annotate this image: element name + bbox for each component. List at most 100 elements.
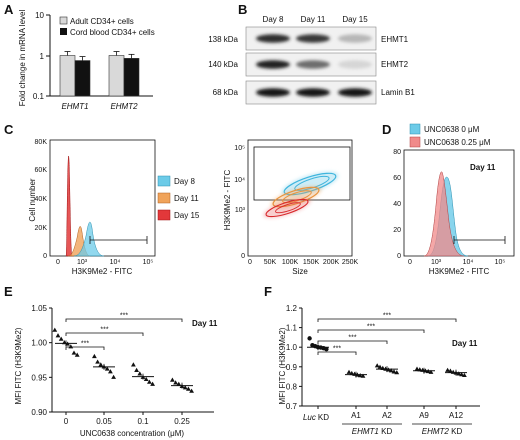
ehmt2-kd-suffix: KD — [449, 427, 463, 436]
panel-c-scatter-xtick-label: 100K — [282, 259, 299, 266]
panel-f-sig-bracket — [317, 318, 457, 322]
panel-f-point — [445, 367, 450, 372]
bar-ehmt2-series-1 — [123, 58, 140, 97]
panel-d-ytick-label: 20 — [393, 227, 401, 234]
panel-e-point — [130, 362, 136, 367]
ehmt1-label: EHMT1 — [352, 427, 379, 436]
panel-f-sig-stars: *** — [383, 313, 391, 320]
panel-e-sig-stars: *** — [120, 313, 128, 320]
panel-e-ytick-label: 0.90 — [31, 408, 47, 417]
panel-c-xtick-label: 10⁴ — [110, 259, 121, 266]
panel-f-ytick-label: 1.0 — [286, 343, 298, 352]
panel-c-scatter-ytick-label: 10³ — [235, 207, 246, 214]
panel-e-points — [52, 327, 194, 393]
panel-f-sig-stars: *** — [348, 335, 356, 342]
panel-f-axes: 1.2 1.1 1.0 0.9 0.8 0.7 A1 A2 A9 A12 — [286, 304, 480, 420]
panel-d-xtick-label: 0 — [408, 259, 412, 266]
panel-a-xtick-ehmt1: EHMT1 — [61, 102, 88, 111]
panel-e-point — [95, 359, 100, 364]
ehmt1-kd-suffix: KD — [379, 427, 393, 436]
panel-e-point — [185, 386, 191, 391]
panel-e-point — [134, 367, 139, 372]
bar-ehmt1-series-1 — [74, 60, 91, 97]
panel-f-point — [414, 366, 420, 371]
panel-f-ytick-label: 0.8 — [286, 382, 298, 391]
panel-f-points — [307, 336, 467, 378]
panel-f-point — [307, 336, 312, 341]
panel-f-point — [324, 346, 329, 352]
panel-b-kda-ehmt2: 140 kDa — [208, 60, 238, 69]
panel-f: F MFI FITC (H3K9Me2) 1.2 1.1 1.0 0.9 0.8 0.7 A… — [264, 284, 480, 436]
legend-day15: Day 15 — [174, 211, 200, 220]
panel-f-significance: *** *** *** *** — [317, 313, 457, 355]
panel-b-protein-laminb1: Lamin B1 — [381, 88, 415, 97]
panel-f-sig-bracket — [317, 329, 425, 333]
panel-d-letter: D — [382, 122, 391, 137]
panel-d-xlabel: H3K9Me2 - FITC — [429, 267, 490, 276]
panel-f-ytick-label: 1.1 — [286, 324, 298, 333]
band-ehmt2-day11 — [296, 60, 330, 69]
panel-e-point — [169, 377, 175, 382]
panel-a-ytick-label: 1 — [40, 52, 45, 61]
panel-f-sig-bracket — [317, 351, 357, 355]
panel-b-letter: B — [238, 2, 247, 17]
panel-c-ytick-label: 40K — [35, 196, 48, 203]
panel-c-scatter-xtick-label: 0 — [248, 259, 252, 266]
panel-e-point — [143, 376, 149, 382]
panel-f-point — [462, 372, 467, 378]
band-ehmt1-day11 — [296, 34, 330, 43]
band-laminb1-day15 — [338, 88, 372, 97]
panel-c-scatter-frame — [247, 139, 353, 257]
panel-f-point — [394, 370, 400, 375]
panel-f-point — [349, 370, 355, 376]
panel-b: B Day 8 Day 11 Day 15 138 kDa 140 kDa 68… — [208, 2, 415, 105]
panel-e-axes: 1.05 1.00 0.95 0.90 0 0.05 0.1 0.25 — [31, 304, 214, 426]
panel-b-col-day11: Day 11 — [301, 15, 326, 24]
panel-e-ylabel: MFI FITC (H3K9Me2) — [14, 327, 23, 404]
panel-d: D UNC0638 0 μM UNC0638 0.25 μM Day 11 80… — [382, 122, 515, 276]
panel-e-point — [68, 344, 74, 349]
panel-e-point — [58, 336, 64, 341]
panel-e-point — [111, 374, 116, 379]
panel-c-xtick-label: 10⁵ — [143, 259, 154, 266]
panel-c-ylabel: Cell number — [28, 178, 37, 221]
panel-e-point — [150, 381, 155, 386]
panel-c-scatter-xtick-label: 150K — [303, 259, 320, 266]
panel-f-day: Day 11 — [452, 339, 478, 348]
panel-f-point — [374, 363, 380, 368]
panel-e-point — [74, 352, 80, 357]
hist-day15 — [65, 155, 73, 257]
panel-e-point — [176, 381, 182, 386]
panel-c-scatter-xtick-label: 250K — [342, 259, 359, 266]
panel-a-ylabel: Fold change in mRNA level — [18, 10, 27, 107]
panel-c-hist-frame — [49, 139, 156, 257]
panel-d-ytick-label: 40 — [393, 201, 401, 208]
panel-e-point — [98, 362, 104, 367]
panel-f-point — [428, 369, 434, 374]
panel-f-ytick-label: 0.9 — [286, 363, 298, 372]
panel-c-ytick-label: 80K — [35, 139, 48, 146]
panel-b-bands — [256, 34, 372, 97]
legend-swatch-day8 — [157, 175, 171, 187]
panel-e-sig-stars: *** — [81, 341, 89, 348]
panel-e-sig-bracket — [65, 332, 144, 336]
panel-b-col-day15: Day 15 — [342, 15, 368, 24]
panel-c-ytick-label: 0 — [43, 253, 47, 260]
panel-f-point — [388, 368, 394, 373]
panel-c-xtick-label: 10³ — [77, 259, 88, 266]
panel-e-xtick-label: 0.1 — [137, 417, 149, 426]
legend-swatch-unc-025 — [409, 136, 421, 148]
panel-f-point — [391, 369, 397, 374]
panel-f-sig-stars: *** — [333, 346, 341, 353]
panel-c-scatter-ytick-label: 10⁴ — [234, 177, 245, 184]
panel-d-xtick-label: 10⁴ — [463, 259, 474, 266]
panel-e-sig-bracket — [65, 346, 105, 350]
panel-e-xtick-label: 0 — [64, 417, 69, 426]
panel-f-ytick-label: 1.2 — [286, 304, 298, 313]
panel-a-legend-adult: Adult CD34+ cells — [70, 17, 134, 26]
panel-f-ylabel: MFI FITC (H3K9Me2) — [278, 327, 287, 404]
panel-e-ytick-label: 0.95 — [31, 373, 47, 382]
panel-e-point — [92, 353, 97, 359]
panel-f-letter: F — [264, 284, 272, 299]
